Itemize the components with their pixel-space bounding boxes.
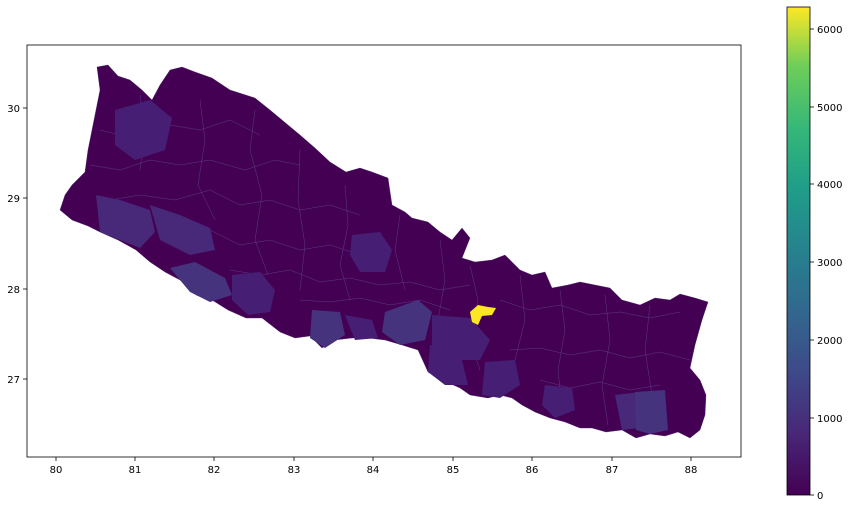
district-makwanpur xyxy=(432,315,490,360)
x-tick-86: 86 xyxy=(526,465,539,476)
district-sunsari xyxy=(615,392,640,430)
y-axis: 27 28 29 30 xyxy=(7,104,27,386)
district-mid-west xyxy=(96,195,155,248)
colorbar-tick-2000: 2000 xyxy=(817,336,842,347)
colorbar-tick-0: 0 xyxy=(817,491,823,502)
district-nawalparasi xyxy=(345,315,378,340)
y-tick-30: 30 xyxy=(7,104,20,115)
colorbar-gradient xyxy=(786,6,811,496)
nepal-map xyxy=(59,64,709,439)
district-bardiya xyxy=(170,262,232,302)
y-tick-28: 28 xyxy=(7,285,20,296)
district-kailali xyxy=(150,205,215,255)
x-tick-88: 88 xyxy=(685,465,698,476)
x-tick-82: 82 xyxy=(208,465,221,476)
colorbar-tick-1000: 1000 xyxy=(817,414,842,425)
y-tick-27: 27 xyxy=(7,375,20,386)
x-tick-80: 80 xyxy=(50,465,63,476)
x-tick-87: 87 xyxy=(606,465,619,476)
district-bara-parsa xyxy=(428,345,468,385)
colorbar: 0 1000 2000 3000 4000 5000 6000 xyxy=(786,6,842,502)
colorbar-tick-3000: 3000 xyxy=(817,258,842,269)
district-kathmandu xyxy=(470,305,496,325)
district-morang xyxy=(635,390,668,434)
colorbar-tick-6000: 6000 xyxy=(817,25,842,36)
district-sarlahi xyxy=(482,360,520,398)
district-banke xyxy=(232,272,275,315)
x-tick-84: 84 xyxy=(367,465,380,476)
x-tick-85: 85 xyxy=(447,465,460,476)
district-chitwan xyxy=(382,300,432,345)
colorbar-tick-4000: 4000 xyxy=(817,180,842,191)
x-tick-83: 83 xyxy=(288,465,301,476)
x-axis: 80 81 82 83 84 85 86 87 88 xyxy=(50,457,698,476)
district-rupandehi xyxy=(310,310,345,348)
y-tick-29: 29 xyxy=(7,194,20,205)
colorbar-tick-5000: 5000 xyxy=(817,103,842,114)
district-humla xyxy=(115,100,172,160)
x-tick-81: 81 xyxy=(129,465,142,476)
district-kaski xyxy=(350,232,392,272)
district-siraha xyxy=(542,385,575,418)
